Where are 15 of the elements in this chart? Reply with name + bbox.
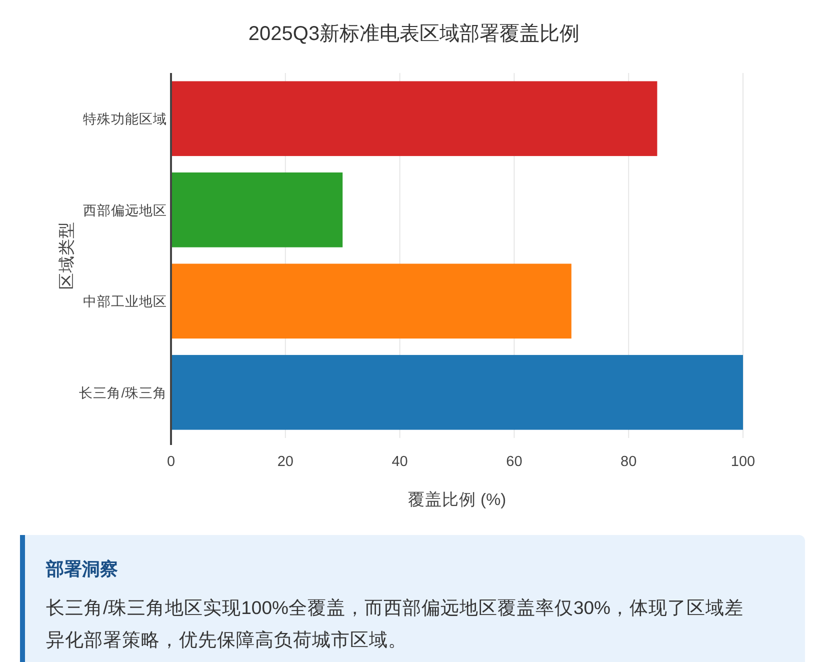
chart-title: 2025Q3新标准电表区域部署覆盖比例	[248, 22, 580, 45]
text: 长三角/珠三角地区实现100%全覆盖，而西部偏远地区覆盖率仅30%，体现了区域差异化部署策略，优先保障高负荷城市区域。	[46, 596, 744, 652]
y-tick-label: 中部工业地区	[83, 294, 167, 310]
x-tick-label: 40	[392, 454, 408, 470]
y-tick-label: 特殊功能区域	[83, 112, 167, 127]
x-tick-label: 0	[166, 454, 176, 470]
x-tick-label: 80	[620, 454, 637, 470]
y-axis-title: 区域类型	[58, 222, 76, 290]
x-axis-title: 覆盖比例 (%)	[408, 490, 506, 509]
x-tick-label: 100	[730, 454, 756, 470]
y-tick-label: 西部偏远地区	[83, 202, 167, 218]
x-tick-label: 20	[277, 454, 294, 470]
y-tick-label: 长三角/珠三角	[79, 385, 167, 400]
text: 部署洞察	[46, 558, 119, 581]
x-tick-label: 60	[506, 454, 522, 470]
